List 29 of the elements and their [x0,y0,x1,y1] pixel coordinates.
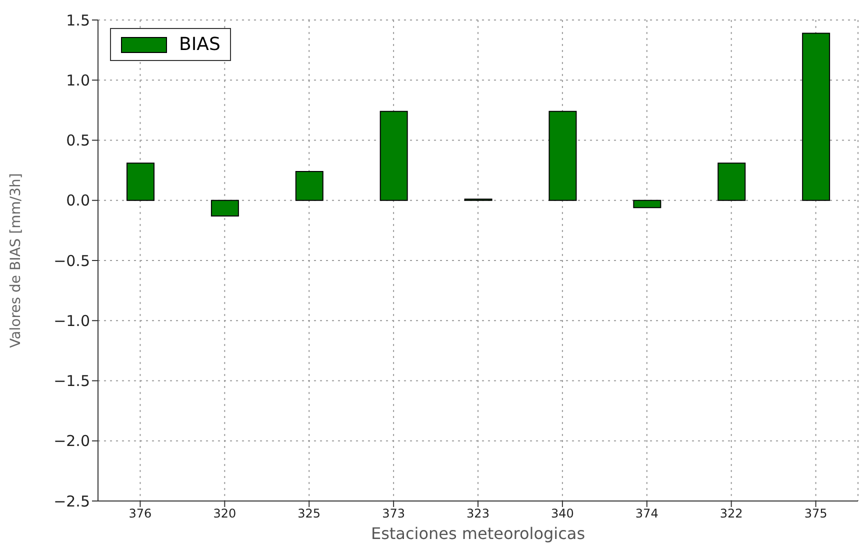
bar [380,110,408,201]
y-tick-label: 0.5 [66,132,90,150]
y-tick-label: −1.5 [54,372,90,390]
x-tick-label: 325 [298,506,321,521]
x-tick-label: 375 [804,506,828,521]
x-tick-label: 373 [382,506,406,521]
y-tick-label: −2.5 [54,492,90,510]
x-tick-label: 374 [635,506,658,521]
y-tick-label: −1.0 [54,312,90,330]
x-axis-title: Estaciones meteorologicas [370,524,586,543]
y-axis-title: Valores de BIAS [mm/3h] [8,173,24,348]
bar [295,171,324,201]
bar [548,110,577,201]
y-tick-label: 1.0 [66,71,90,90]
x-tick-label: 376 [128,506,152,521]
x-tick-label: 340 [550,506,574,521]
y-tick-label: −0.5 [54,252,90,270]
bar [210,200,239,217]
bar [718,162,746,201]
bar [633,200,662,208]
y-tick-label: 1.5 [66,11,90,30]
x-tick-label: 320 [213,506,236,521]
y-tick-label: −2.0 [54,432,90,450]
bar [126,162,154,201]
y-tick-label: 0.0 [66,192,90,210]
x-tick-label: 323 [466,506,490,521]
legend-label: BIAS [179,34,220,55]
x-tick-label: 322 [720,506,743,521]
bar [802,32,830,201]
